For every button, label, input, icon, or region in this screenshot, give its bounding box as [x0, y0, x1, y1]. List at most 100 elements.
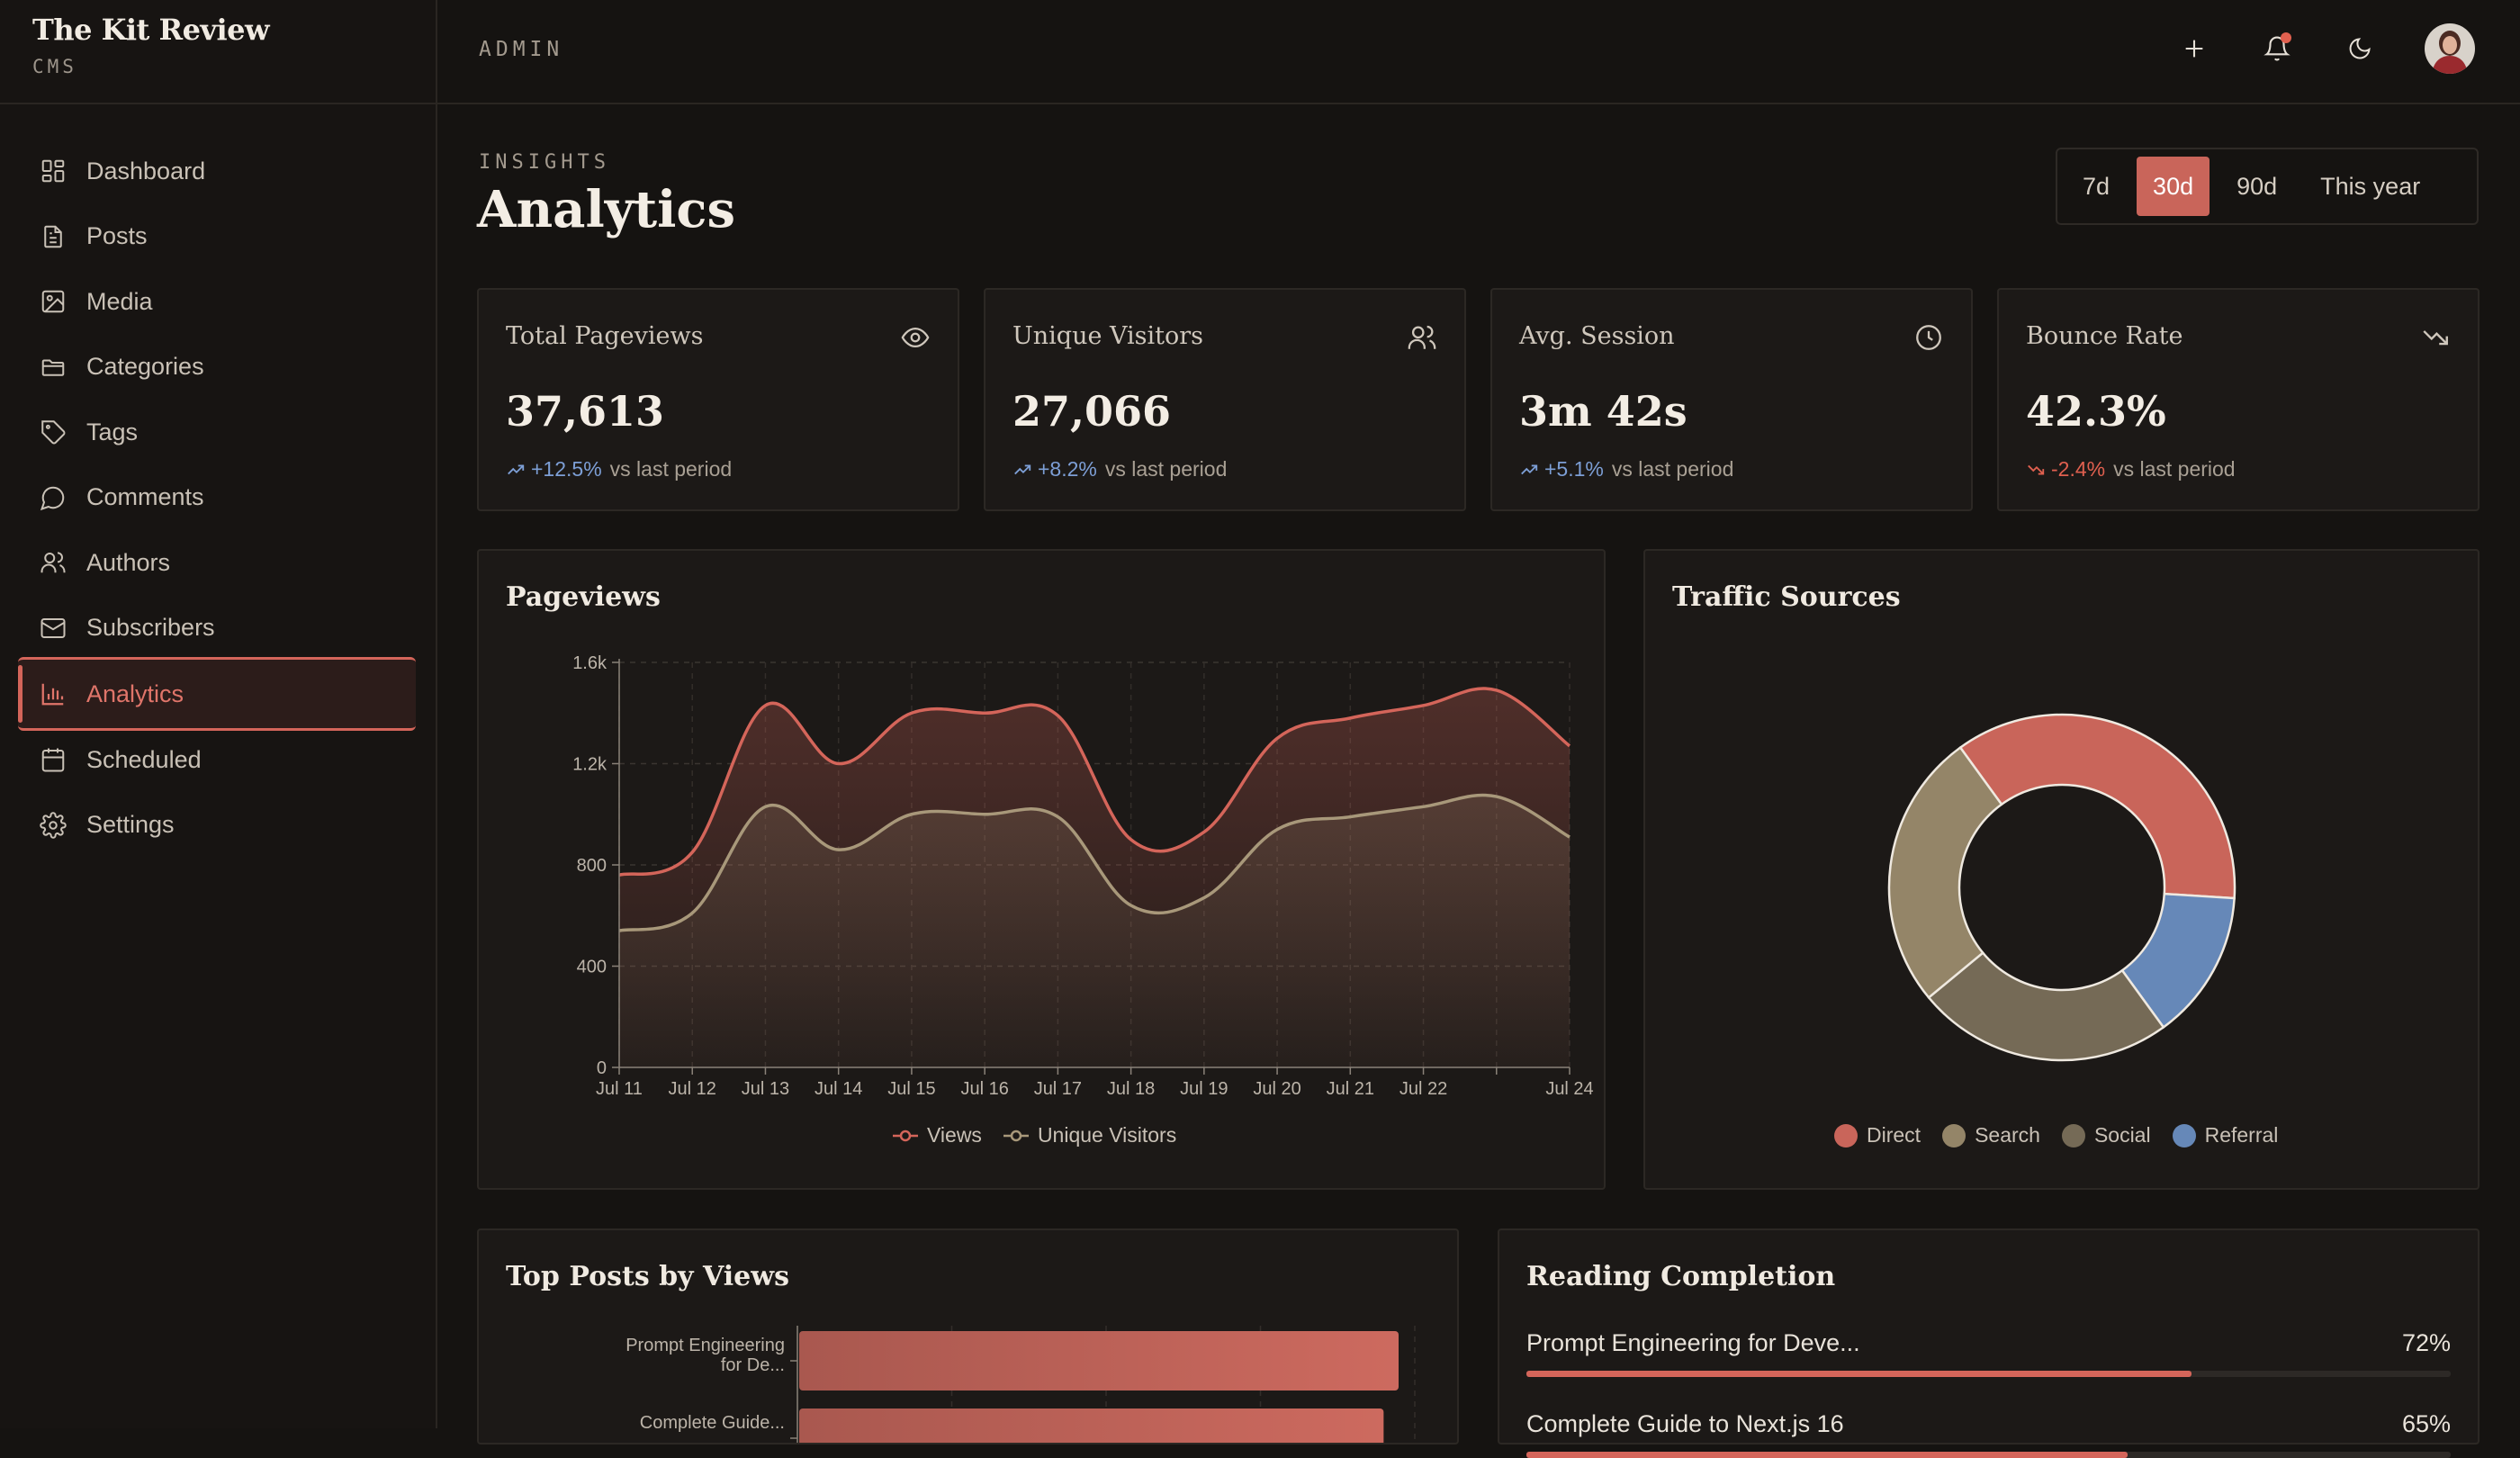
- slice-direct: [1958, 713, 2236, 900]
- page-eyebrow: INSIGHTS: [479, 151, 610, 174]
- bar-chart-icon: [41, 683, 64, 706]
- bar: [799, 1331, 1399, 1390]
- sidebar-item-tags[interactable]: Tags: [18, 400, 416, 464]
- sidebar-item-label: Scheduled: [86, 745, 202, 773]
- legend-item-direct[interactable]: Direct: [1834, 1123, 1921, 1148]
- legend-line-icon: [893, 1130, 918, 1141]
- trend-up-icon: [508, 464, 525, 474]
- sidebar-item-media[interactable]: Media: [18, 269, 416, 334]
- page-title: Analytics: [477, 180, 736, 239]
- x-tick-label: Jul 11: [596, 1079, 643, 1099]
- sidebar-item-settings[interactable]: Settings: [18, 793, 416, 858]
- mail-icon: [40, 617, 66, 638]
- stat-delta-value: +5.1%: [1544, 457, 1604, 481]
- stat-label: Avg. Session: [1519, 322, 1675, 350]
- gear-icon: [40, 811, 67, 839]
- theme-toggle-button[interactable]: [2342, 31, 2378, 67]
- x-tick-label: Jul 19: [1180, 1079, 1228, 1099]
- legend-dot: [1834, 1123, 1858, 1148]
- top-actions: [2176, 23, 2475, 74]
- y-tick-label: 800: [577, 856, 607, 876]
- legend-dot: [1942, 1123, 1966, 1148]
- series-line-views: [618, 687, 1571, 877]
- stat-value: 42.3%: [2026, 387, 2166, 436]
- series-line-unique-visitors: [618, 793, 1570, 932]
- x-tick-label: Jul 13: [742, 1079, 789, 1099]
- range-30d-button[interactable]: 30d: [2137, 157, 2210, 216]
- y-tick-label: 0: [597, 1058, 607, 1078]
- legend-item-unique-visitors[interactable]: Unique Visitors: [1003, 1123, 1177, 1148]
- comment-icon: [40, 486, 65, 510]
- folder-icon: [41, 359, 65, 376]
- add-button[interactable]: [2176, 31, 2212, 67]
- reading-percent: 65%: [2401, 1410, 2451, 1437]
- legend-line-icon: [1003, 1130, 1029, 1141]
- range-90d-button[interactable]: 90d: [2236, 172, 2278, 200]
- sidebar-item-dashboard[interactable]: Dashboard: [18, 139, 416, 203]
- sidebar-item-authors[interactable]: Authors: [18, 530, 416, 595]
- stat-value: 3m 42s: [1519, 387, 1688, 436]
- reading-percent: 72%: [2401, 1329, 2451, 1356]
- stat-card-avg-session: Avg. Session 3m 42s +5.1% vs last period: [1490, 288, 1973, 511]
- series-area-unique-visitors: [619, 795, 1570, 1067]
- y-tick-label: 400: [577, 958, 607, 977]
- legend-label: Unique Visitors: [1037, 1123, 1177, 1147]
- stat-delta: -2.4% vs last period: [2026, 457, 2236, 482]
- topbar: ADMIN: [437, 0, 2520, 104]
- sidebar-item-categories[interactable]: Categories: [18, 335, 416, 400]
- sidebar-item-analytics[interactable]: Analytics: [18, 657, 416, 731]
- chart-title: Top Posts by Views: [506, 1261, 789, 1292]
- stat-delta-value: +12.5%: [531, 457, 602, 481]
- bar-label: for De...: [721, 1355, 785, 1375]
- range-this-year-button[interactable]: This year: [2320, 172, 2421, 200]
- users-icon: [1408, 325, 1436, 349]
- x-tick-label: Jul 17: [1034, 1079, 1082, 1099]
- users-icon: [40, 552, 66, 573]
- legend-label: Direct: [1867, 1123, 1922, 1147]
- sidebar-item-comments[interactable]: Comments: [18, 465, 416, 530]
- sidebar-item-label: Tags: [86, 418, 139, 446]
- stat-card-bounce-rate: Bounce Rate 42.3% -2.4% vs last period: [1997, 288, 2480, 511]
- sidebar-item-label: Analytics: [86, 680, 184, 707]
- bell-icon: [2264, 36, 2290, 61]
- sidebar-item-label: Dashboard: [86, 157, 206, 184]
- brand-title[interactable]: The Kit Review: [32, 13, 270, 47]
- traffic-sources-card: Traffic Sources Direct Search Social Ref…: [1643, 549, 2480, 1190]
- chart-title: Pageviews: [506, 581, 661, 613]
- bar: [799, 1408, 1384, 1443]
- brand: The Kit Review CMS: [0, 0, 436, 104]
- avatar[interactable]: [2425, 23, 2475, 74]
- stat-delta-suffix: vs last period: [609, 457, 733, 481]
- trend-up-icon: [1521, 464, 1538, 474]
- y-tick-label: 1.6k: [572, 653, 608, 673]
- legend-item-search[interactable]: Search: [1942, 1123, 2040, 1148]
- legend-label: Social: [2093, 1123, 2151, 1147]
- brand-subtitle: CMS: [32, 56, 77, 77]
- range-7d-button[interactable]: 7d: [2083, 172, 2110, 200]
- sidebar-item-label: Posts: [86, 222, 148, 249]
- sidebar-item-posts[interactable]: Posts: [18, 204, 416, 269]
- stat-delta-suffix: vs last period: [1611, 457, 1734, 481]
- moon-icon: [2349, 38, 2371, 59]
- trend-down-icon: [2423, 330, 2448, 346]
- traffic-sources-chart: [1887, 713, 2236, 1062]
- eye-icon: [901, 327, 930, 348]
- chart-legend: Direct Search Social Referral: [1834, 1123, 2278, 1148]
- sidebar-item-scheduled[interactable]: Scheduled: [18, 727, 416, 792]
- sidebar-item-label: Settings: [86, 811, 175, 838]
- sidebar-item-label: Comments: [86, 483, 204, 510]
- reading-completion-card: Reading Completion Prompt Engineering fo…: [1498, 1228, 2480, 1458]
- notifications-button[interactable]: [2259, 31, 2295, 67]
- stat-label: Unique Visitors: [1012, 322, 1204, 350]
- bar-label: Complete Guide...: [640, 1413, 785, 1433]
- legend-item-social[interactable]: Social: [2061, 1123, 2151, 1148]
- stat-delta-value: +8.2%: [1038, 457, 1097, 481]
- trend-down-icon: [2028, 464, 2045, 474]
- legend-item-views[interactable]: Views: [893, 1123, 982, 1148]
- sidebar-item-subscribers[interactable]: Subscribers: [18, 596, 416, 661]
- tag-icon: [41, 420, 66, 445]
- legend-item-referral[interactable]: Referral: [2172, 1123, 2278, 1148]
- stat-delta-suffix: vs last period: [2113, 457, 2236, 481]
- sidebar-nav: Dashboard Posts Media Categories Tags Co…: [18, 139, 416, 858]
- image-icon: [41, 290, 65, 313]
